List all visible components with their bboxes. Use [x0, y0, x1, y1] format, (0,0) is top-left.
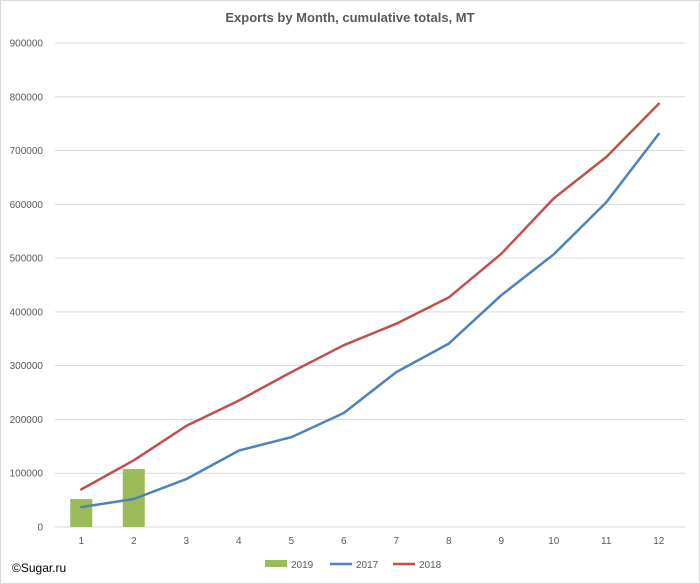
x-tick-label: 3 [183, 536, 189, 547]
x-tick-label: 10 [548, 536, 560, 547]
gridlines [55, 42, 685, 528]
line-series-2017 [80, 132, 661, 509]
legend-item-2017: 2017 [330, 560, 379, 571]
y-tick-label: 0 [37, 523, 43, 534]
x-tick-label: 5 [288, 536, 294, 547]
legend: 2019 2017 2018 [265, 560, 442, 571]
x-tick-label: 2 [131, 536, 137, 547]
legend-label: 2019 [291, 560, 314, 571]
legend-item-2019: 2019 [265, 560, 314, 571]
y-tick-label: 100000 [10, 469, 44, 480]
y-tick-label: 800000 [10, 92, 44, 103]
credit-text: ©Sugar.ru [12, 561, 66, 575]
x-tick-label: 6 [341, 536, 347, 547]
y-tick-label: 500000 [10, 254, 44, 265]
chart-title: Exports by Month, cumulative totals, MT [225, 10, 474, 25]
x-axis-ticks: 1 2 3 4 5 6 7 8 9 10 11 12 [78, 536, 664, 547]
x-tick-label: 1 [78, 536, 84, 547]
legend-swatch [265, 560, 287, 567]
legend-label: 2018 [419, 560, 442, 571]
y-tick-label: 600000 [10, 200, 44, 211]
legend-item-2018: 2018 [393, 560, 442, 571]
x-tick-label: 7 [393, 536, 399, 547]
x-tick-label: 8 [446, 536, 452, 547]
line-series-2018 [80, 102, 661, 491]
x-tick-label: 12 [653, 536, 665, 547]
line-series [80, 102, 661, 509]
y-tick-label: 700000 [10, 146, 44, 157]
bar-2019-1 [70, 499, 93, 527]
y-tick-label: 300000 [10, 361, 44, 372]
x-tick-label: 9 [498, 536, 504, 547]
legend-label: 2017 [356, 560, 379, 571]
y-tick-label: 900000 [10, 39, 44, 50]
x-tick-label: 11 [601, 536, 612, 547]
y-tick-label: 200000 [10, 415, 44, 426]
y-axis-ticks: 0 100000 200000 300000 400000 500000 600000 700… [10, 39, 44, 534]
y-tick-label: 400000 [10, 307, 44, 318]
x-tick-label: 4 [236, 536, 242, 547]
